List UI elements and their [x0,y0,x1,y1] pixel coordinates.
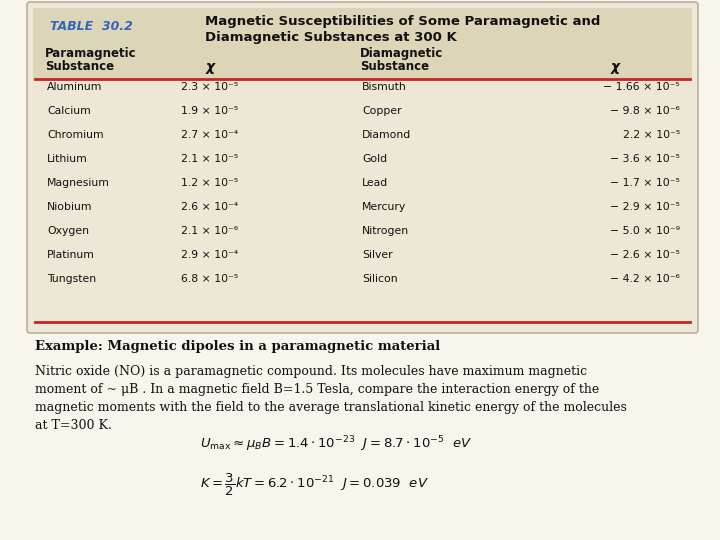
Text: Chromium: Chromium [47,130,104,140]
Text: Silver: Silver [362,250,392,260]
Bar [33,8,692,80]
Text: Oxygen: Oxygen [47,226,89,236]
Text: − 9.8 × 10⁻⁶: − 9.8 × 10⁻⁶ [610,106,680,116]
Text: − 5.0 × 10⁻⁹: − 5.0 × 10⁻⁹ [610,226,680,236]
Text: 6.8 × 10⁻⁵: 6.8 × 10⁻⁵ [181,274,238,284]
Text: Lead: Lead [362,178,388,188]
Text: χ: χ [205,60,215,74]
Text: Platinum: Platinum [47,250,95,260]
Text: at T=300 K.: at T=300 K. [35,419,112,432]
Text: Magnesium: Magnesium [47,178,110,188]
Text: Magnetic Susceptibilities of Some Paramagnetic and: Magnetic Susceptibilities of Some Parama… [205,16,600,29]
Text: Mercury: Mercury [362,202,406,212]
Text: Nitric oxide (NO) is a paramagnetic compound. Its molecules have maximum magneti: Nitric oxide (NO) is a paramagnetic comp… [35,365,587,378]
Text: Bismuth: Bismuth [362,82,407,92]
Text: Nitrogen: Nitrogen [362,226,409,236]
Text: − 2.9 × 10⁻⁵: − 2.9 × 10⁻⁵ [611,202,680,212]
Text: $U_{\mathrm{max}} \approx \mu_B B = 1.4 \cdot 10^{-23}\ \ J = 8.7 \cdot 10^{-5}\: $U_{\mathrm{max}} \approx \mu_B B = 1.4 … [200,434,472,454]
Text: magnetic moments with the field to the average translational kinetic energy of t: magnetic moments with the field to the a… [35,401,627,414]
Text: 2.7 × 10⁻⁴: 2.7 × 10⁻⁴ [181,130,238,140]
Text: 2.2 × 10⁻⁵: 2.2 × 10⁻⁵ [623,130,680,140]
Text: moment of ~ μB . In a magnetic field B=1.5 Tesla, compare the interaction energy: moment of ~ μB . In a magnetic field B=1… [35,383,599,396]
Text: Diamagnetic Substances at 300 K: Diamagnetic Substances at 300 K [205,31,456,44]
Text: − 3.6 × 10⁻⁵: − 3.6 × 10⁻⁵ [611,154,680,164]
Text: 2.1 × 10⁻⁵: 2.1 × 10⁻⁵ [181,154,238,164]
Text: Silicon: Silicon [362,274,397,284]
Text: Diamond: Diamond [362,130,411,140]
Text: − 4.2 × 10⁻⁶: − 4.2 × 10⁻⁶ [610,274,680,284]
Text: χ: χ [611,60,619,74]
Text: Substance: Substance [360,60,429,73]
Text: 1.2 × 10⁻⁵: 1.2 × 10⁻⁵ [181,178,238,188]
Text: $K = \dfrac{3}{2}kT = 6.2 \cdot 10^{-21}\ \ J = 0.039\ \ eV$: $K = \dfrac{3}{2}kT = 6.2 \cdot 10^{-21}… [200,472,429,498]
FancyBboxPatch shape [27,2,698,333]
Text: Paramagnetic: Paramagnetic [45,48,137,60]
Text: Tungsten: Tungsten [47,274,96,284]
Text: Aluminum: Aluminum [47,82,102,92]
Text: − 1.7 × 10⁻⁵: − 1.7 × 10⁻⁵ [611,178,680,188]
Text: − 2.6 × 10⁻⁵: − 2.6 × 10⁻⁵ [611,250,680,260]
Text: 2.9 × 10⁻⁴: 2.9 × 10⁻⁴ [181,250,238,260]
Text: Niobium: Niobium [47,202,92,212]
Text: Substance: Substance [45,60,114,73]
Text: Gold: Gold [362,154,387,164]
Text: 2.6 × 10⁻⁴: 2.6 × 10⁻⁴ [181,202,238,212]
Text: Example: Magnetic dipoles in a paramagnetic material: Example: Magnetic dipoles in a paramagne… [35,340,440,353]
Text: 2.1 × 10⁻⁶: 2.1 × 10⁻⁶ [181,226,238,236]
Text: − 1.66 × 10⁻⁵: − 1.66 × 10⁻⁵ [603,82,680,92]
Text: 1.9 × 10⁻⁵: 1.9 × 10⁻⁵ [181,106,238,116]
Text: Calcium: Calcium [47,106,91,116]
Text: 2.3 × 10⁻⁵: 2.3 × 10⁻⁵ [181,82,238,92]
Text: Copper: Copper [362,106,402,116]
Text: Diamagnetic: Diamagnetic [360,48,444,60]
Text: TABLE  30.2: TABLE 30.2 [50,21,133,33]
Text: Lithium: Lithium [47,154,88,164]
